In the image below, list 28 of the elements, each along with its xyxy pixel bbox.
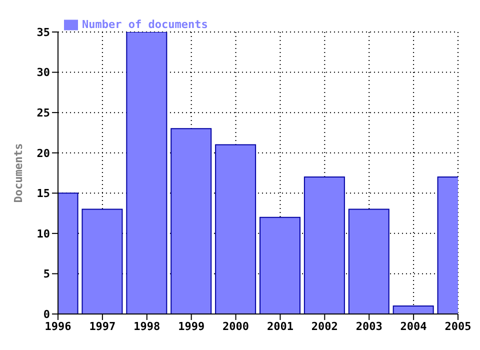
x-tick-label: 1997 xyxy=(89,320,116,333)
x-tick-label: 1999 xyxy=(178,320,205,333)
x-tick-label: 2005 xyxy=(444,320,472,333)
bar xyxy=(304,176,345,314)
y-axis-title: Documents xyxy=(12,143,25,203)
x-tick-label: 1998 xyxy=(134,320,160,333)
bar xyxy=(215,144,256,314)
x-tick-label: 2003 xyxy=(356,320,382,333)
x-tick-label: 2001 xyxy=(266,320,294,333)
y-tick-label: 10 xyxy=(36,227,50,240)
x-tick-label: 2002 xyxy=(311,320,338,333)
y-tick-label: 30 xyxy=(36,66,50,80)
y-tick-label: 25 xyxy=(36,106,50,120)
bar xyxy=(348,208,390,314)
legend-label: Number of documents xyxy=(82,18,208,32)
bar xyxy=(82,208,123,314)
y-tick-label: 0 xyxy=(43,308,50,321)
y-tick-label: 20 xyxy=(36,146,50,160)
x-tick-label: 2000 xyxy=(222,320,250,333)
bar xyxy=(126,32,168,314)
y-tick-label: 5 xyxy=(43,268,50,281)
bar xyxy=(170,128,212,314)
y-tick-label: 35 xyxy=(36,26,50,39)
x-tick-label: 1996 xyxy=(44,320,72,333)
bar xyxy=(260,216,300,314)
x-tick-label: 2004 xyxy=(400,320,428,333)
bar xyxy=(392,305,434,314)
y-tick-label: 15 xyxy=(36,187,50,200)
